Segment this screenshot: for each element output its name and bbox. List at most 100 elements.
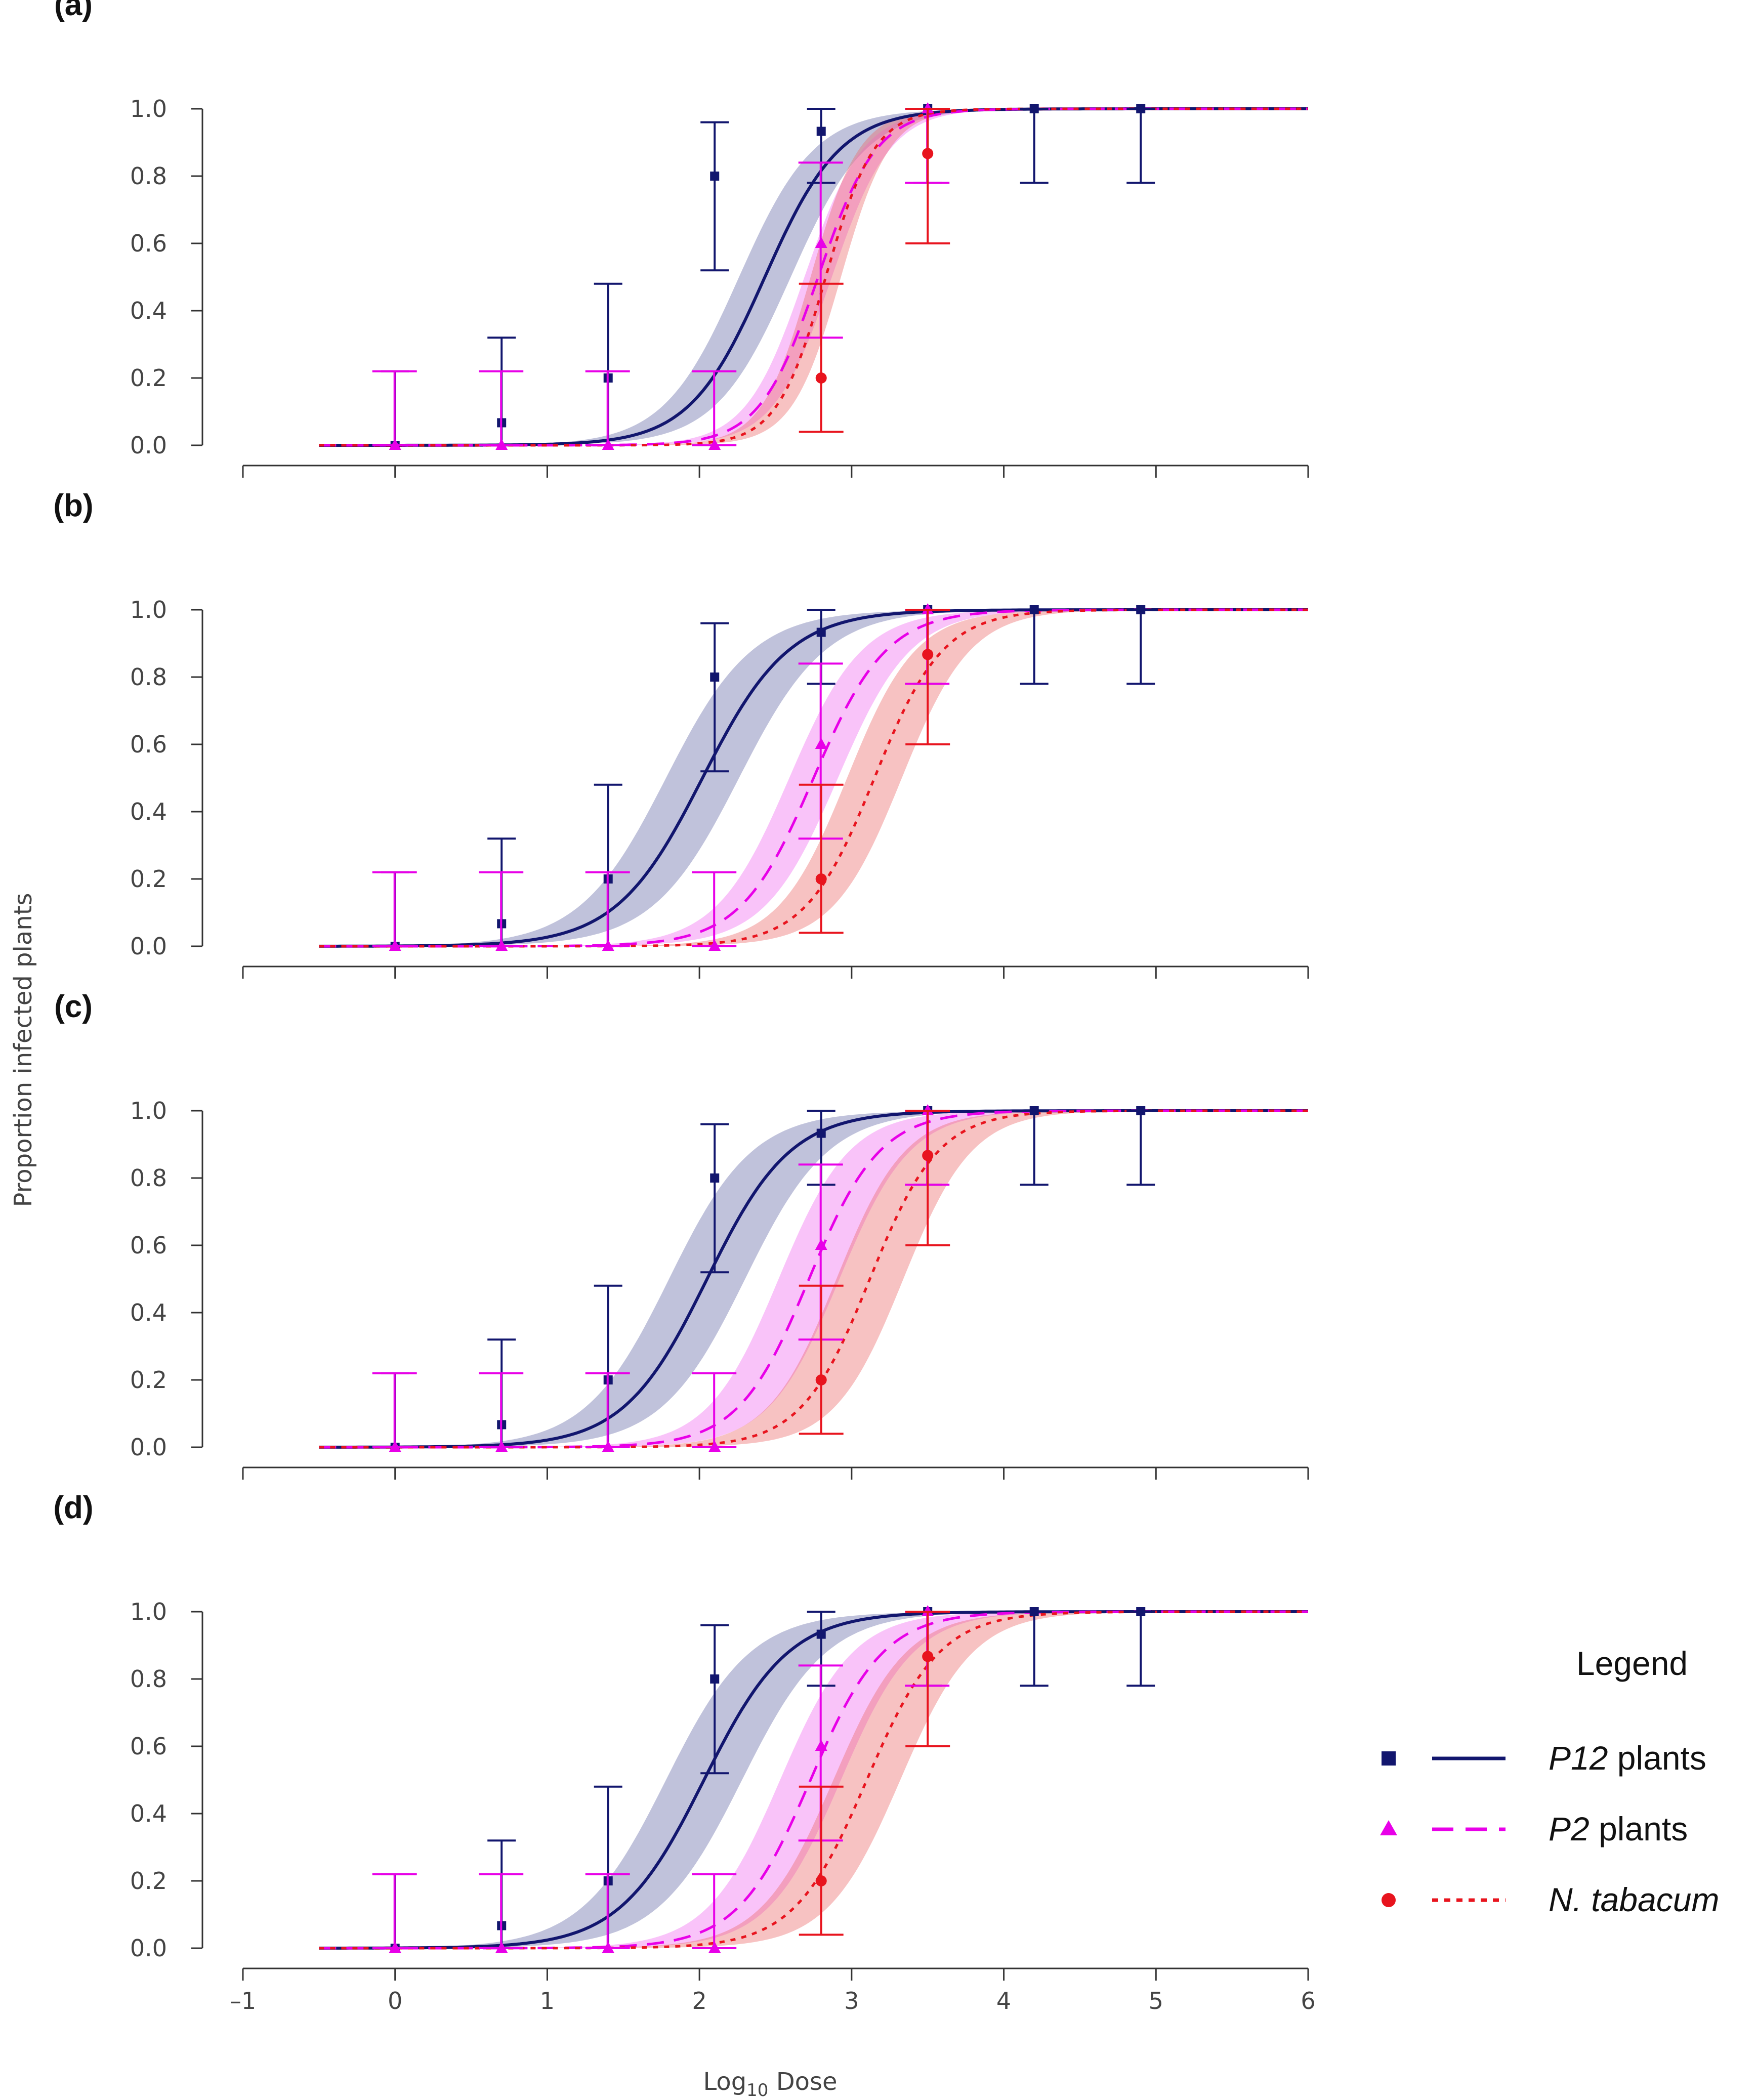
data-point-nt bbox=[815, 1875, 827, 1886]
confidence-band-p2 bbox=[319, 109, 1308, 445]
y-tick-label: 0.8 bbox=[130, 1164, 167, 1192]
y-tick-label: 0.0 bbox=[130, 432, 167, 459]
y-tick-label: 0.0 bbox=[130, 933, 167, 960]
data-point-nt bbox=[922, 148, 934, 159]
data-point-nt bbox=[815, 873, 827, 885]
legend-label: P12 plants bbox=[1549, 1739, 1706, 1777]
y-tick-label: 0.8 bbox=[130, 1665, 167, 1693]
confidence-band-nt bbox=[319, 109, 1308, 445]
x-tick-label: 1 bbox=[540, 1987, 555, 2014]
data-point-p12 bbox=[710, 1173, 720, 1183]
legend-marker-triangle bbox=[1380, 1820, 1397, 1835]
legend-entry-p12: P12 plants bbox=[1382, 1739, 1706, 1777]
data-point-p2 bbox=[708, 940, 721, 951]
x-tick-label: 0 bbox=[388, 1987, 402, 2014]
data-point-p12 bbox=[1136, 1106, 1146, 1115]
y-tick-label: 0.6 bbox=[130, 1733, 167, 1760]
y-tick-label: 0.6 bbox=[130, 1232, 167, 1259]
x-tick-label: 3 bbox=[844, 1987, 859, 2014]
x-axis-title: Log10 Dose bbox=[703, 2068, 837, 2100]
data-point-p12 bbox=[1136, 1607, 1146, 1616]
y-tick-label: 0.4 bbox=[130, 1299, 167, 1326]
legend-label: N. tabacum bbox=[1549, 1881, 1719, 1918]
data-point-p2 bbox=[602, 439, 614, 450]
data-point-p2 bbox=[602, 940, 614, 951]
data-point-p12 bbox=[1029, 1607, 1039, 1616]
data-point-nt bbox=[922, 1651, 934, 1662]
panel-c: (c) 0.0 0.2 0.4 0.6 0.8 1.0 bbox=[54, 989, 1309, 1480]
data-point-p12 bbox=[710, 673, 720, 682]
data-point-p2 bbox=[389, 1942, 401, 1953]
y-tick-label: 1.0 bbox=[130, 1598, 167, 1625]
data-point-p2 bbox=[815, 1239, 827, 1250]
data-point-p2 bbox=[389, 439, 401, 450]
y-tick-label: 0.4 bbox=[130, 798, 167, 825]
legend-marker-square bbox=[1382, 1751, 1396, 1766]
y-tick-label: 0.2 bbox=[130, 1366, 167, 1394]
data-point-p2 bbox=[815, 738, 827, 749]
confidence-band-nt bbox=[319, 1612, 1308, 1948]
confidence-band-nt bbox=[319, 1111, 1308, 1447]
y-axis: 0.0 0.2 0.4 0.6 0.8 1.0 bbox=[130, 95, 203, 459]
confidence-band-p2 bbox=[319, 1111, 1308, 1447]
data-point-p2 bbox=[815, 237, 827, 248]
panels: (a) 0.0 0.2 0.4 0.6 0.8 1.0 (b) 0.0 0.2 0.4 0.6 0.8 1… bbox=[53, 0, 1315, 2014]
legend-label-rest: plants bbox=[1608, 1739, 1706, 1777]
y-tick-label: 1.0 bbox=[130, 1097, 167, 1124]
data-point-p2 bbox=[708, 1942, 721, 1953]
confidence-band-p12 bbox=[319, 109, 1308, 445]
panel-label: (c) bbox=[54, 989, 93, 1024]
data-point-p2 bbox=[708, 1441, 721, 1452]
y-tick-label: 0.0 bbox=[130, 1434, 167, 1461]
y-axis: 0.0 0.2 0.4 0.6 0.8 1.0 bbox=[130, 1097, 203, 1461]
y-tick-label: 1.0 bbox=[130, 596, 167, 623]
panel-label: (d) bbox=[53, 1490, 93, 1525]
legend-label-rest: plants bbox=[1590, 1810, 1688, 1847]
data-point-nt bbox=[922, 1150, 934, 1161]
data-point-p2 bbox=[389, 940, 401, 951]
legend-label-italic: P2 bbox=[1549, 1810, 1590, 1847]
data-point-p12 bbox=[1136, 605, 1146, 614]
data-point-p2 bbox=[495, 940, 508, 951]
data-point-p12 bbox=[816, 627, 826, 637]
x-tick-label: 2 bbox=[692, 1987, 707, 2014]
y-axis-title: Proportion infected plants bbox=[9, 893, 37, 1207]
legend-label: P2 plants bbox=[1549, 1810, 1688, 1847]
data-point-p12 bbox=[1136, 104, 1146, 113]
x-tick-label: 4 bbox=[996, 1987, 1011, 2014]
x-tick-label: 6 bbox=[1301, 1987, 1315, 2014]
panel-label: (b) bbox=[53, 488, 93, 523]
data-point-p2 bbox=[708, 439, 721, 450]
y-tick-label: 0.6 bbox=[130, 731, 167, 758]
data-point-p2 bbox=[815, 1740, 827, 1751]
data-point-p2 bbox=[495, 439, 508, 450]
x-axis bbox=[242, 465, 1309, 478]
panel-d: (d) 0.0 0.2 0.4 0.6 0.8 1.0 –1 0 1 2 3 4 5 6 bbox=[53, 1490, 1315, 2014]
y-tick-label: 0.2 bbox=[130, 865, 167, 893]
data-point-p12 bbox=[816, 1629, 826, 1639]
y-tick-label: 0.0 bbox=[130, 1935, 167, 1962]
y-tick-label: 0.2 bbox=[130, 1867, 167, 1895]
panel-label: (a) bbox=[54, 0, 93, 22]
x-axis bbox=[242, 965, 1309, 979]
x-tick-label: –1 bbox=[230, 1987, 256, 2014]
data-point-p12 bbox=[1029, 104, 1039, 113]
data-point-p2 bbox=[495, 1942, 508, 1953]
data-point-nt bbox=[815, 1374, 827, 1385]
legend: Legend P12 plants P2 plants N. tabacum bbox=[1380, 1645, 1719, 1918]
y-tick-label: 0.8 bbox=[130, 663, 167, 691]
panel-b: (b) 0.0 0.2 0.4 0.6 0.8 1.0 bbox=[53, 488, 1309, 979]
data-point-p12 bbox=[816, 1128, 826, 1138]
x-axis-title-prefix: Log bbox=[703, 2068, 746, 2096]
y-axis: 0.0 0.2 0.4 0.6 0.8 1.0 bbox=[130, 1598, 203, 1962]
y-tick-label: 0.8 bbox=[130, 162, 167, 190]
data-point-p2 bbox=[602, 1441, 614, 1452]
legend-title: Legend bbox=[1576, 1645, 1688, 1682]
data-point-p12 bbox=[1029, 605, 1039, 614]
x-axis-title-subscript: 10 bbox=[746, 2080, 768, 2100]
data-point-p12 bbox=[710, 172, 720, 181]
confidence-band-p2 bbox=[319, 1612, 1308, 1948]
data-point-p2 bbox=[495, 1441, 508, 1452]
data-point-p12 bbox=[1029, 1106, 1039, 1115]
data-point-p2 bbox=[602, 1942, 614, 1953]
